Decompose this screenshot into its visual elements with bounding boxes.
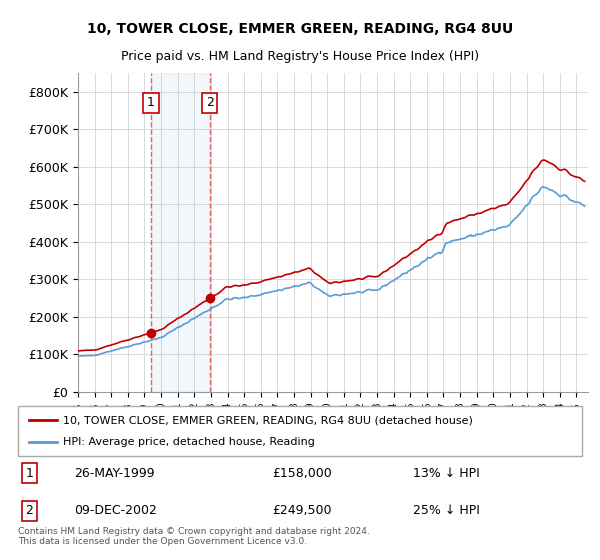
Text: £158,000: £158,000 xyxy=(272,466,332,479)
FancyBboxPatch shape xyxy=(18,406,582,456)
Text: 13% ↓ HPI: 13% ↓ HPI xyxy=(413,466,479,479)
Text: 2: 2 xyxy=(25,505,33,517)
Text: 1: 1 xyxy=(25,466,33,479)
Text: 09-DEC-2002: 09-DEC-2002 xyxy=(74,505,157,517)
Bar xyxy=(151,73,210,392)
Text: 25% ↓ HPI: 25% ↓ HPI xyxy=(413,505,479,517)
Text: HPI: Average price, detached house, Reading: HPI: Average price, detached house, Read… xyxy=(63,437,315,447)
Text: 26-MAY-1999: 26-MAY-1999 xyxy=(74,466,155,479)
Text: 10, TOWER CLOSE, EMMER GREEN, READING, RG4 8UU: 10, TOWER CLOSE, EMMER GREEN, READING, R… xyxy=(87,22,513,36)
Text: Contains HM Land Registry data © Crown copyright and database right 2024.
This d: Contains HM Land Registry data © Crown c… xyxy=(18,526,370,546)
Text: 2: 2 xyxy=(206,96,214,109)
Text: £249,500: £249,500 xyxy=(272,505,331,517)
Text: 10, TOWER CLOSE, EMMER GREEN, READING, RG4 8UU (detached house): 10, TOWER CLOSE, EMMER GREEN, READING, R… xyxy=(63,415,473,425)
Text: Price paid vs. HM Land Registry's House Price Index (HPI): Price paid vs. HM Land Registry's House … xyxy=(121,50,479,63)
Text: 1: 1 xyxy=(147,96,155,109)
